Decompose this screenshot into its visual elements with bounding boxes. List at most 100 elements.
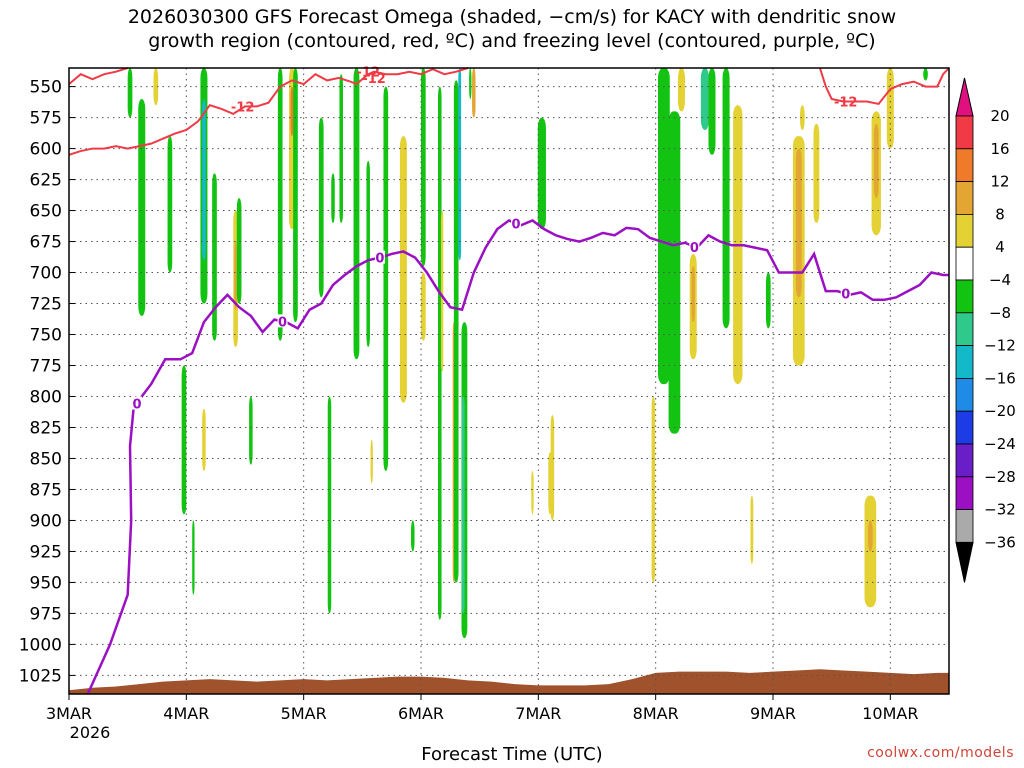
dgz-contour-line xyxy=(68,67,128,85)
y-tick-label: 625 xyxy=(30,171,62,191)
omega-shaded-cell xyxy=(331,173,335,223)
x-tick-label: 7MAR xyxy=(515,704,561,723)
colorbar-label: −28 xyxy=(984,468,1016,486)
dgz-contour-label: -12 xyxy=(231,100,255,115)
y-tick-label: 1000 xyxy=(19,635,62,655)
grid-layer xyxy=(69,68,949,694)
omega-shaded-cell xyxy=(531,470,534,515)
y-tick-label: 725 xyxy=(30,295,62,315)
y-tick-label: 575 xyxy=(30,109,62,129)
omega-shaded-cell xyxy=(469,68,472,99)
freezing-label-bg xyxy=(689,239,700,253)
omega-shaded-cell xyxy=(461,396,465,614)
chart-title-line-2: growth region (contoured, red, ºC) and f… xyxy=(148,30,876,52)
freezing-label-bg xyxy=(374,250,385,264)
omega-shaded-cell xyxy=(658,68,670,385)
freezing-label-bg xyxy=(511,216,522,230)
omega-shaded-cell xyxy=(383,86,389,471)
dgz-contour-line xyxy=(818,67,950,106)
omega-shaded-cell xyxy=(236,198,242,304)
omega-shaded-cell xyxy=(153,68,159,106)
omega-shaded-cell xyxy=(353,68,360,360)
omega-shaded-cell xyxy=(370,439,373,484)
colorbar-swatch xyxy=(955,279,974,314)
omega-shaded-cell xyxy=(212,173,217,341)
x-tick-label: 6MAR xyxy=(398,704,444,723)
y-tick-label: 1025 xyxy=(19,666,62,686)
freezing-level-label: 0 xyxy=(278,315,287,330)
colorbar-swatch xyxy=(955,312,974,346)
y-tick-label: 750 xyxy=(30,326,62,346)
omega-shaded-cell xyxy=(537,117,546,230)
omega-shaded-cell xyxy=(873,123,879,199)
y-tick-label: 600 xyxy=(30,140,62,160)
y-tick-label: 875 xyxy=(30,480,62,500)
credit-link[interactable]: coolwx.com/models xyxy=(867,745,1014,761)
x-tick-label: 8MAR xyxy=(633,704,679,723)
colorbar-swatch xyxy=(955,443,974,478)
omega-shaded-cell xyxy=(167,136,173,273)
omega-shaded-cell xyxy=(691,266,695,323)
colorbar-bottom-arrow xyxy=(955,541,974,583)
freezing-label-bg xyxy=(132,396,143,410)
omega-shaded-cell xyxy=(864,495,877,608)
colorbar-swatch xyxy=(955,213,974,248)
y-tick-label: 775 xyxy=(30,357,62,377)
colorbar-label: −4 xyxy=(989,271,1011,289)
omega-shaded-cell xyxy=(472,68,476,118)
colorbar-top-arrow xyxy=(955,77,974,117)
x-tick-label: 10MAR xyxy=(862,704,918,723)
omega-shaded-cell xyxy=(868,520,873,552)
omega-shaded-cell xyxy=(234,241,238,310)
omega-shaded-cell xyxy=(293,68,298,323)
x-tick-sublabel: 2026 xyxy=(70,723,111,742)
dgz-contour-label: -12 xyxy=(362,72,386,87)
dgz-contour-label: -12 xyxy=(356,66,380,81)
omega-shaded-cell xyxy=(421,272,426,341)
freezing-level-label: 0 xyxy=(133,398,142,413)
omega-shaded-cell xyxy=(923,68,928,81)
omega-shaded-cell xyxy=(138,98,146,316)
colorbar-swatch xyxy=(955,181,974,215)
y-tick-label: 650 xyxy=(30,202,62,222)
omega-shaded-cell xyxy=(127,68,133,118)
colorbar-label: 4 xyxy=(995,238,1005,256)
colorbar-label: 20 xyxy=(990,107,1009,125)
colorbar-label: −12 xyxy=(984,337,1016,355)
colorbar-swatch xyxy=(955,509,974,543)
chart-title-line-1: 2026030300 GFS Forecast Omega (shaded, −… xyxy=(127,6,897,28)
colorbar-label: −36 xyxy=(984,533,1016,551)
x-tick-label: 5MAR xyxy=(281,704,327,723)
dgz-contour-line xyxy=(68,67,469,156)
y-tick-label: 900 xyxy=(30,511,62,531)
colorbar-label: −24 xyxy=(984,435,1016,453)
colorbar-swatch xyxy=(955,345,974,379)
y-tick-label: 825 xyxy=(30,418,62,438)
y-tick-label: 675 xyxy=(30,233,62,253)
colorbar-label: 16 xyxy=(990,140,1009,158)
y-tick-label: 550 xyxy=(30,78,62,98)
omega-shaded-cell xyxy=(399,136,407,403)
omega-shaded-cell xyxy=(181,365,187,515)
omega-shaded-cell xyxy=(192,520,195,595)
omega-shaded-cell xyxy=(318,117,324,298)
omega-shaded-cell xyxy=(339,74,343,223)
colorbar-label: 12 xyxy=(990,173,1009,191)
y-tick-label: 975 xyxy=(30,604,62,624)
omega-shaded-cell xyxy=(708,68,716,155)
omega-shaded-cell xyxy=(799,105,805,130)
colorbar-swatch xyxy=(955,148,974,183)
colorbar-swatch xyxy=(955,476,974,510)
freezing-level-label: 0 xyxy=(690,241,699,256)
colorbar-label: 8 xyxy=(995,205,1005,223)
y-tick-label: 925 xyxy=(30,542,62,562)
colorbar-label: −16 xyxy=(984,369,1016,387)
omega-shaded-cell xyxy=(677,68,685,112)
colorbar-label: −20 xyxy=(984,402,1016,420)
omega-shaded-cell xyxy=(765,272,771,329)
omega-shaded-cell xyxy=(277,68,283,341)
omega-shaded-cell xyxy=(327,396,332,614)
omega-shaded-cell xyxy=(722,68,730,329)
